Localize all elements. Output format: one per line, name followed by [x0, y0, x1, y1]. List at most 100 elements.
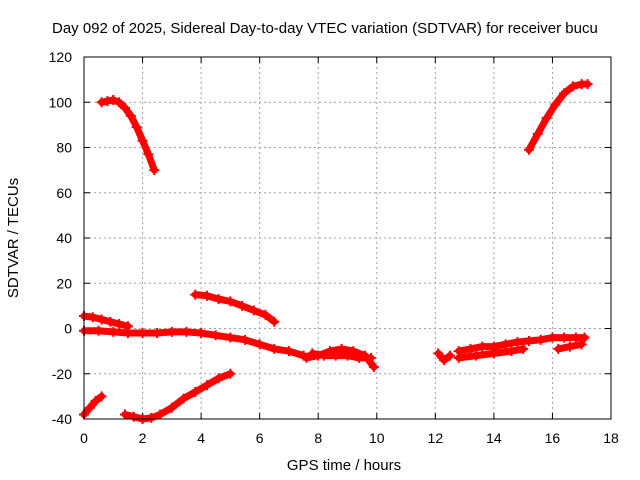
y-tick-label: -40 — [52, 411, 72, 427]
data-point — [143, 149, 154, 160]
y-tick-label: 0 — [64, 321, 72, 337]
data-point — [181, 326, 192, 337]
data-point — [547, 332, 558, 343]
series-line-arc-3 — [121, 370, 234, 423]
data-point — [190, 386, 201, 397]
x-tick-label: 14 — [486, 430, 502, 446]
data-point — [84, 402, 95, 413]
grid — [84, 57, 611, 419]
data-point — [567, 81, 578, 92]
y-tick-label: 100 — [49, 94, 73, 110]
data-point — [87, 312, 98, 323]
data-point — [190, 289, 201, 300]
x-tick-label: 4 — [197, 430, 205, 446]
x-tick-label: 8 — [314, 430, 322, 446]
data-point — [125, 110, 136, 121]
data-point — [559, 88, 570, 99]
series-line-arc-5 — [80, 327, 308, 360]
y-axis-label: SDTVAR / TECUs — [5, 178, 22, 298]
data-point — [196, 328, 207, 339]
x-tick-label: 18 — [603, 430, 619, 446]
data-point — [553, 343, 564, 354]
data-point — [137, 328, 148, 339]
data-point — [283, 346, 294, 357]
data-point — [368, 361, 379, 372]
data-point — [433, 348, 444, 359]
x-tick-label: 0 — [80, 430, 88, 446]
data-point — [260, 309, 271, 320]
data-point — [269, 343, 280, 354]
data-point — [96, 314, 107, 325]
y-tick-label: 40 — [56, 230, 72, 246]
data-point — [128, 411, 139, 422]
data-point — [477, 341, 488, 352]
data-point — [119, 102, 130, 113]
data-point — [512, 337, 523, 348]
x-tick-label: 10 — [369, 430, 385, 446]
data-point — [108, 326, 119, 337]
data-point — [354, 352, 365, 363]
data-point — [565, 341, 576, 352]
data-point — [541, 113, 552, 124]
data-point — [500, 339, 511, 350]
data-point — [90, 395, 101, 406]
plot-frame — [83, 56, 612, 420]
data-point — [506, 346, 517, 357]
data-point — [155, 409, 166, 420]
series-line-arc-2 — [80, 392, 106, 418]
x-axis-label: GPS time / hours — [287, 457, 401, 474]
x-tick-label: 12 — [428, 430, 444, 446]
data-point — [201, 290, 212, 301]
data-point — [579, 332, 590, 343]
data-point — [453, 352, 464, 363]
data-point — [166, 402, 177, 413]
data-point — [225, 332, 236, 343]
data-point — [166, 326, 177, 337]
data-point — [535, 334, 546, 345]
data-point — [105, 316, 116, 327]
data-point — [122, 328, 133, 339]
data-point — [131, 122, 142, 133]
x-tick-label: 16 — [545, 430, 561, 446]
data-point — [524, 335, 535, 346]
y-tick-label: 120 — [49, 49, 73, 65]
data-point — [269, 316, 280, 327]
data-point — [96, 391, 107, 402]
y-tick-label: 80 — [56, 140, 72, 156]
y-tick-label: -20 — [52, 366, 72, 382]
data-point — [444, 350, 455, 361]
data-point — [96, 97, 107, 108]
data-point — [108, 94, 119, 105]
data-point — [319, 350, 330, 361]
data-point — [225, 296, 236, 307]
data-point — [439, 355, 450, 366]
data-point — [213, 373, 224, 384]
data-series — [79, 79, 593, 424]
data-point — [201, 380, 212, 391]
data-point — [471, 350, 482, 361]
data-point — [93, 325, 104, 336]
data-point — [365, 352, 376, 363]
data-point — [240, 334, 251, 345]
y-tick-label: 60 — [56, 185, 72, 201]
data-point — [119, 409, 130, 420]
data-point — [465, 343, 476, 354]
data-point — [301, 352, 312, 363]
data-point — [550, 99, 561, 110]
data-point — [532, 128, 543, 139]
data-point — [488, 348, 499, 359]
data-point — [152, 328, 163, 339]
data-point — [307, 348, 318, 359]
data-point — [225, 368, 236, 379]
data-point — [254, 339, 265, 350]
data-point — [524, 144, 535, 155]
data-point — [213, 294, 224, 305]
x-tick-label: 6 — [256, 430, 264, 446]
axes: 0 2 4 6 8 10 12 14 16 18 -40 -20 0 20 40 60 80 100 120 — [49, 49, 619, 446]
data-point — [210, 330, 221, 341]
data-point — [114, 97, 125, 108]
y-tick-label: 20 — [56, 275, 72, 291]
data-point — [330, 350, 341, 361]
data-point — [518, 343, 529, 354]
